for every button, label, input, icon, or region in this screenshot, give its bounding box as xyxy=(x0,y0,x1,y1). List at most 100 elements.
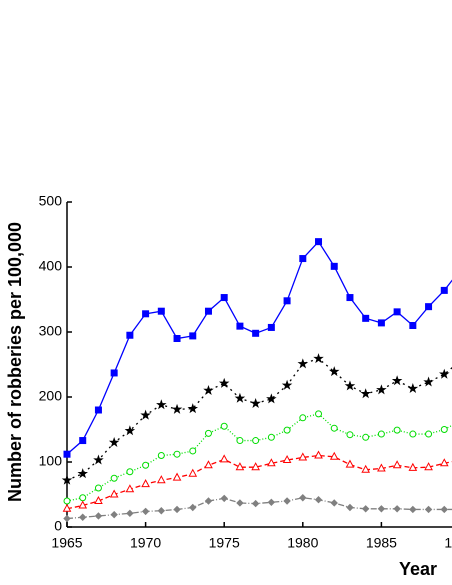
marker xyxy=(219,454,229,463)
marker xyxy=(266,393,277,404)
marker xyxy=(156,475,166,484)
marker xyxy=(252,329,260,337)
y-tick-label: 400 xyxy=(39,258,63,274)
marker xyxy=(236,499,244,507)
x-tick-label: 1990 xyxy=(444,535,452,551)
marker xyxy=(423,376,434,387)
marker xyxy=(407,383,419,394)
marker xyxy=(234,392,246,403)
marker xyxy=(220,494,228,503)
marker xyxy=(78,500,88,509)
series-line xyxy=(66,357,452,481)
marker xyxy=(313,353,324,364)
marker xyxy=(94,512,103,520)
marker xyxy=(94,484,102,492)
marker xyxy=(267,498,276,507)
marker xyxy=(298,452,308,461)
marker xyxy=(282,454,292,464)
marker xyxy=(140,409,151,420)
x-tick-label: 1970 xyxy=(130,535,161,551)
marker xyxy=(110,369,118,377)
marker xyxy=(267,433,275,441)
marker xyxy=(299,255,307,263)
marker xyxy=(346,503,354,512)
marker xyxy=(204,307,212,315)
marker xyxy=(79,437,87,445)
marker xyxy=(126,468,134,476)
marker xyxy=(439,458,449,467)
marker xyxy=(267,458,276,467)
marker xyxy=(425,303,433,311)
marker xyxy=(440,426,448,433)
marker xyxy=(77,468,88,479)
marker xyxy=(126,509,134,518)
marker xyxy=(330,424,338,432)
marker xyxy=(297,358,309,369)
marker xyxy=(328,366,340,377)
marker xyxy=(110,474,118,482)
marker xyxy=(392,460,402,469)
marker xyxy=(409,430,417,438)
x-tick-label: 1975 xyxy=(209,535,240,551)
marker xyxy=(424,505,433,514)
marker xyxy=(171,403,183,414)
marker xyxy=(63,450,71,458)
marker xyxy=(314,495,323,504)
marker xyxy=(220,422,228,430)
marker xyxy=(172,472,182,481)
marker xyxy=(252,437,260,445)
marker xyxy=(63,514,71,523)
marker xyxy=(157,307,165,315)
marker xyxy=(236,437,244,445)
marker xyxy=(220,294,228,302)
marker xyxy=(189,503,197,512)
marker xyxy=(362,314,370,322)
marker xyxy=(361,505,370,513)
marker xyxy=(377,505,386,513)
marker xyxy=(283,426,291,434)
marker xyxy=(61,474,73,485)
marker xyxy=(204,497,213,505)
marker xyxy=(315,410,323,418)
marker xyxy=(203,384,214,395)
y-tick-label: 200 xyxy=(39,388,63,404)
marker xyxy=(345,459,355,468)
marker xyxy=(314,450,323,459)
marker xyxy=(344,380,356,391)
marker xyxy=(281,379,293,390)
marker xyxy=(330,499,338,507)
marker xyxy=(425,430,433,438)
marker xyxy=(93,454,104,465)
marker xyxy=(376,384,387,395)
marker xyxy=(109,489,119,498)
marker xyxy=(189,332,197,340)
marker xyxy=(315,238,323,246)
marker xyxy=(236,322,244,330)
marker xyxy=(108,436,120,447)
marker xyxy=(251,462,260,471)
y-tick-label: 500 xyxy=(39,193,63,209)
marker xyxy=(267,323,275,331)
marker xyxy=(440,286,448,294)
marker xyxy=(393,505,401,513)
marker xyxy=(251,499,260,508)
marker xyxy=(361,464,371,473)
marker xyxy=(125,484,135,493)
y-tick-label: 300 xyxy=(39,323,63,339)
marker xyxy=(173,505,181,514)
marker xyxy=(187,403,199,414)
marker xyxy=(79,494,87,502)
marker xyxy=(393,308,401,316)
marker xyxy=(409,322,417,329)
series-line xyxy=(66,454,452,510)
marker xyxy=(377,430,385,438)
marker xyxy=(218,377,230,388)
marker xyxy=(235,462,245,471)
marker xyxy=(94,495,103,504)
series-line xyxy=(66,413,452,502)
marker xyxy=(377,463,386,472)
marker xyxy=(283,497,291,505)
marker xyxy=(424,462,433,471)
marker xyxy=(330,262,338,270)
y-tick-label: 0 xyxy=(54,518,62,534)
